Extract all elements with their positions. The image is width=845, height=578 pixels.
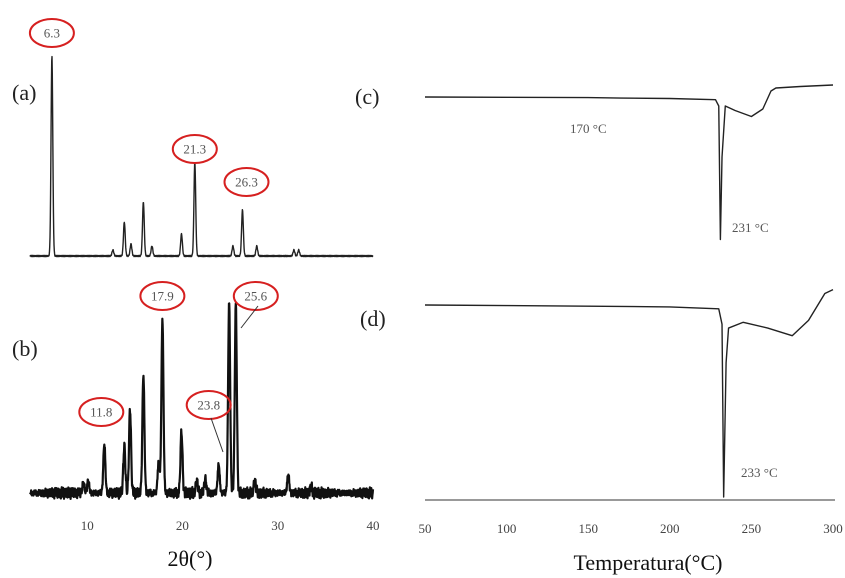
peak-label: 6.3 (44, 26, 60, 41)
series-c-annotations: 170 °C 231 °C (570, 121, 769, 235)
series-c-trace (424, 84, 834, 241)
peak-label: 11.8 (90, 405, 112, 420)
dsc-x-tick-label: 150 (578, 521, 598, 536)
dsc-x-tick-label: 250 (742, 521, 762, 536)
peak-highlight-ellipse (139, 281, 186, 311)
dsc-chart: (c) (d) 170 °C 231 °C 233 °C 50 100 150 200 2… (355, 84, 843, 575)
peak-leader-line (240, 305, 259, 329)
peak-label: 25.6 (244, 289, 267, 304)
series-d-trace (424, 289, 834, 498)
series-a-annotations: 6.3 21.3 26.3 (28, 18, 270, 197)
xrd-x-tick-label: 40 (367, 518, 380, 533)
dsc-x-tick-label: 50 (419, 521, 432, 536)
series-b-trace (29, 302, 375, 501)
peak-leader-line (210, 417, 224, 453)
peak-highlight-ellipse (171, 134, 218, 164)
dsc-x-tick-label: 100 (497, 521, 517, 536)
peak-label: 23.8 (197, 398, 220, 413)
peak-highlight-ellipse (78, 397, 125, 427)
dsc-x-ticks: 50 100 150 200 250 300 (419, 521, 843, 536)
peak-label: 17.9 (151, 289, 174, 304)
dsc-x-axis-title: Temperatura(°C) (574, 550, 723, 575)
panel-label-a: (a) (12, 80, 36, 105)
panel-label-d: (d) (360, 306, 386, 331)
xrd-chart: (a) (b) 6.3 21.3 26.3 11.8 17.9 23.8 25.6 10 2… (12, 18, 380, 571)
xrd-x-ticks: 10 20 30 40 (81, 518, 380, 533)
peak-highlight-ellipse (223, 167, 270, 197)
peak-highlight-ellipse (185, 390, 232, 420)
series-d-annotations: 233 °C (741, 465, 778, 480)
peak-label: 21.3 (183, 142, 206, 157)
dsc-x-tick-label: 200 (660, 521, 680, 536)
xrd-x-axis-title: 2θ(°) (168, 546, 213, 571)
xrd-x-tick-label: 30 (271, 518, 284, 533)
peak-label: 26.3 (235, 175, 258, 190)
series-b-annotations: 11.8 17.9 23.8 25.6 (78, 281, 279, 453)
dsc-x-tick-label: 300 (823, 521, 843, 536)
panel-label-c: (c) (355, 84, 379, 109)
xrd-x-tick-label: 20 (176, 518, 189, 533)
temperature-label: 170 °C (570, 121, 607, 136)
series-a-trace (29, 55, 374, 258)
panel-label-b: (b) (12, 336, 38, 361)
temperature-label: 231 °C (732, 220, 769, 235)
xrd-x-tick-label: 10 (81, 518, 94, 533)
temperature-label: 233 °C (741, 465, 778, 480)
peak-highlight-ellipse (232, 281, 279, 311)
peak-highlight-ellipse (28, 18, 75, 48)
